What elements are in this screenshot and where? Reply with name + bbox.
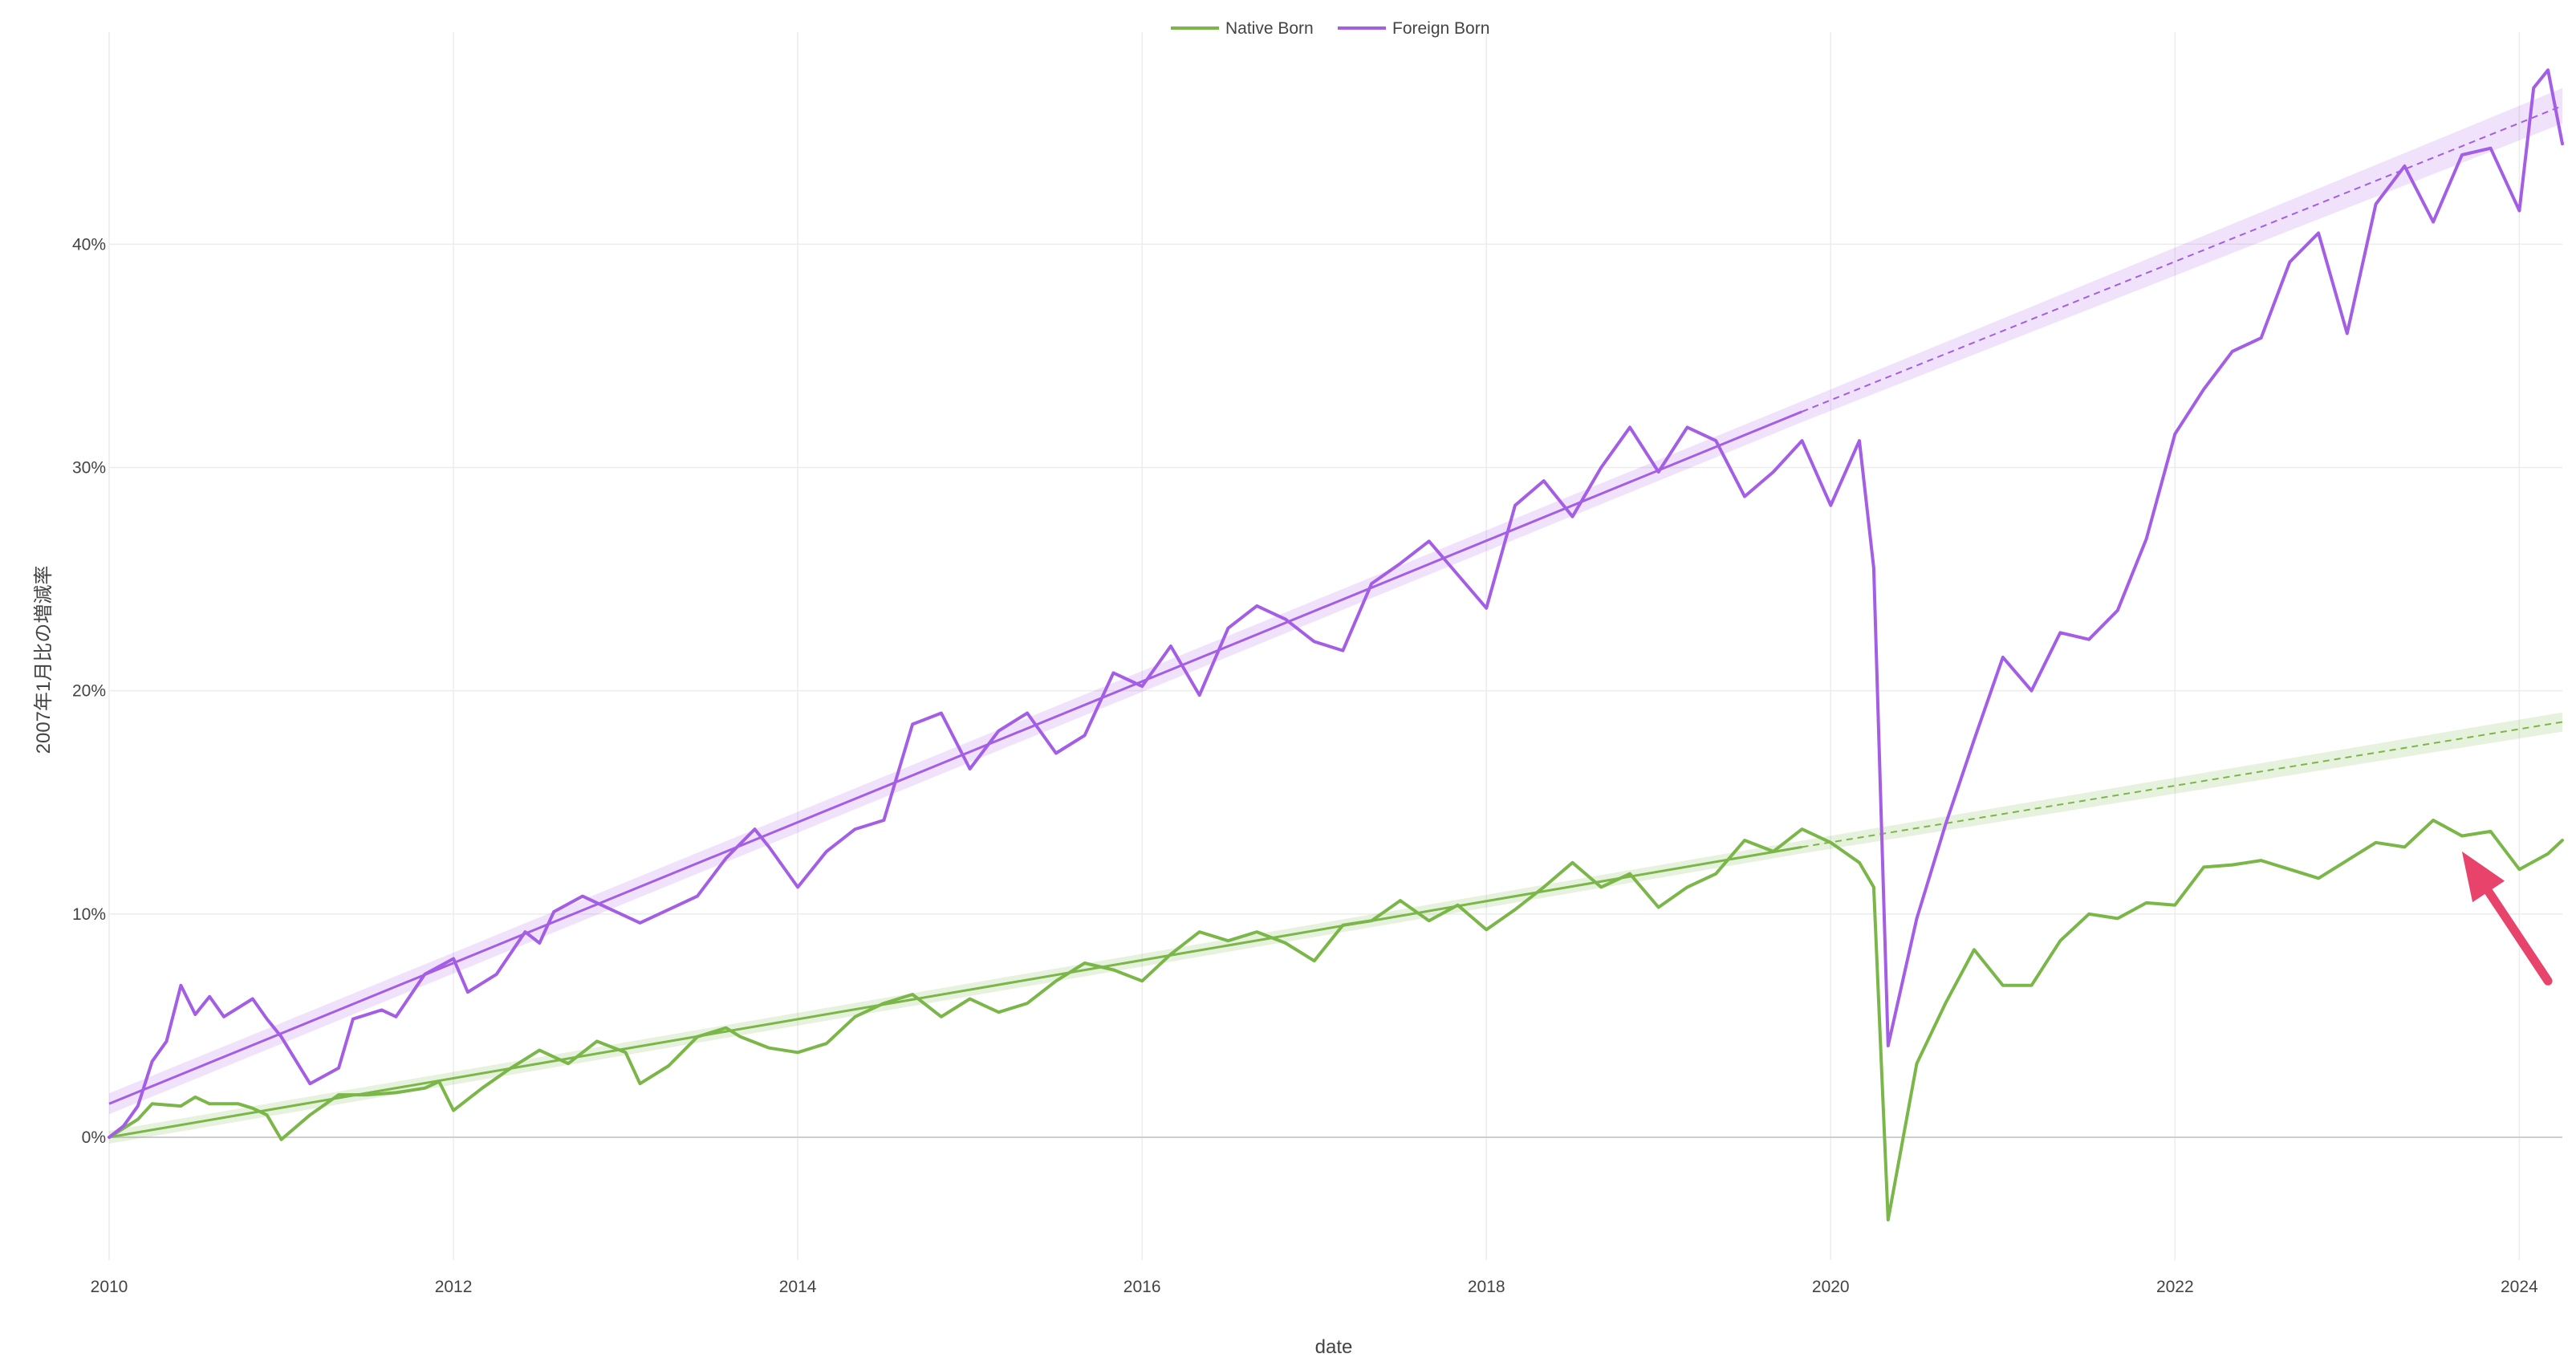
series-layer: [108, 68, 2564, 1222]
legend: Native Born Foreign Born: [1171, 19, 1489, 38]
legend-label-foreign-born: Foreign Born: [1392, 19, 1489, 38]
foreign-born-series-line[interactable]: [108, 68, 2564, 1139]
x-tick-label: 2018: [1468, 1278, 1505, 1296]
x-tick-label: 2022: [2156, 1278, 2194, 1296]
y-tick-label: 40%: [72, 235, 106, 254]
foreign-born-trend-projection: [1802, 104, 2563, 413]
annotation-arrow-head: [2461, 851, 2505, 903]
y-tick-label: 30%: [72, 458, 106, 477]
native-born-trend-projection: [1802, 721, 2563, 848]
legend-label-native-born: Native Born: [1225, 19, 1314, 38]
y-tick-label: 0%: [82, 1128, 106, 1147]
native-born-series-line[interactable]: [108, 819, 2564, 1222]
x-tick-label: 2020: [1812, 1278, 1850, 1296]
native-born-trend-line: [108, 845, 1802, 1139]
grid-layer: [108, 32, 2562, 1260]
x-tick-label: 2012: [435, 1278, 473, 1296]
y-tick-label: 20%: [72, 682, 106, 701]
x-tick-label: 2010: [91, 1278, 128, 1296]
y-tick-label: 10%: [72, 905, 106, 924]
y-axis-title: 2007年1月比の増減率: [33, 566, 55, 754]
annotation-layer: [2461, 851, 2553, 986]
x-tick-label: 2014: [779, 1278, 817, 1296]
foreign-born-trend-line: [108, 410, 1803, 1105]
legend-item-foreign-born[interactable]: Foreign Born: [1338, 19, 1489, 38]
legend-item-native-born[interactable]: Native Born: [1171, 19, 1314, 38]
x-axis-title: date: [1315, 1336, 1353, 1358]
x-tick-label: 2016: [1123, 1278, 1161, 1296]
annotation-arrow-shaft: [2484, 887, 2553, 986]
axis-layer: 2010 2012 2014 2016 2018 2020 2022 2024 0% 10% 20%…: [72, 235, 2538, 1296]
trend-line-layer: [108, 104, 2563, 1139]
x-tick-label: 2024: [2501, 1278, 2538, 1296]
